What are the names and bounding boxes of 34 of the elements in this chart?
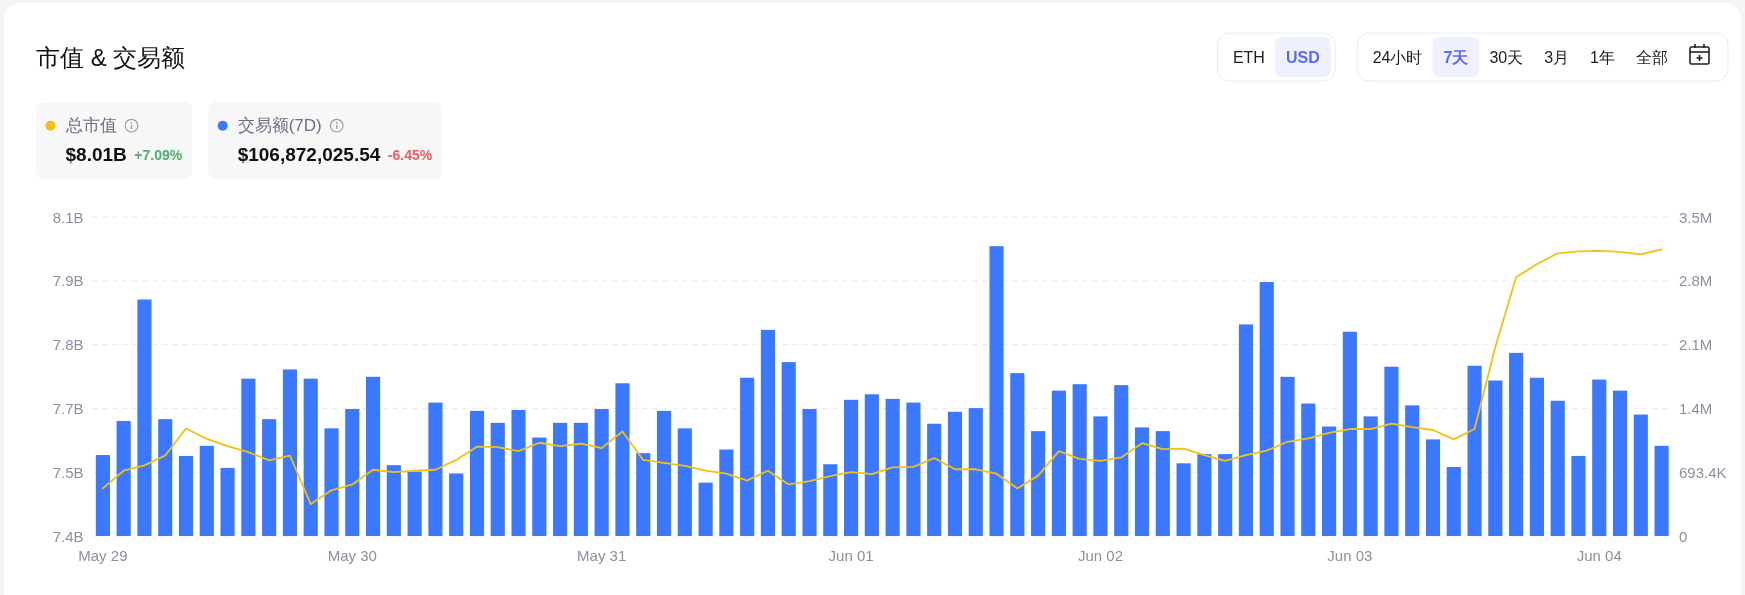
control: 7天	[1432, 37, 1480, 77]
y-tick-label: 7.7B	[52, 399, 84, 417]
y-tick-label: 7.5B	[52, 463, 84, 481]
legend-label: 总市值	[65, 116, 117, 136]
control: 24小时	[1372, 48, 1423, 66]
control: ETH	[1232, 48, 1265, 66]
x-tick-label: May 31	[577, 546, 627, 564]
x-tick-label: Jun 02	[1077, 546, 1123, 564]
y-tick-label: 7.8B	[52, 336, 84, 354]
annotation: +7.09%	[134, 147, 183, 163]
annotation: -6.45%	[387, 147, 433, 163]
y2-tick-label: 2.8M	[1679, 272, 1713, 290]
control: 3月	[1544, 48, 1570, 66]
y2-tick-label: 3.5M	[1679, 208, 1713, 226]
x-tick-label: Jun 03	[1327, 546, 1373, 564]
x-tick-label: May 29	[78, 546, 128, 564]
y2-tick-label: 1.4M	[1679, 399, 1713, 417]
x-tick-label: Jun 01	[828, 546, 874, 564]
annotation: $106,872,025.54	[237, 143, 381, 165]
x-tick-label: Jun 04	[1576, 546, 1622, 564]
y2-tick-label: 0	[1679, 527, 1688, 545]
annotation: $8.01B	[65, 143, 127, 165]
y2-tick-label: 2.1M	[1679, 336, 1713, 354]
y2-tick-label: 693.4K	[1679, 463, 1727, 481]
y-tick-label: 7.9B	[52, 272, 84, 290]
x-tick-label: May 30	[327, 546, 377, 564]
y-tick-label: 8.1B	[52, 208, 84, 226]
control: 全部	[1636, 48, 1668, 66]
title: 市值 & 交易额	[36, 43, 186, 71]
control: 1年	[1590, 48, 1615, 66]
control: USD	[1274, 37, 1331, 77]
y-tick-label: 7.4B	[52, 527, 84, 545]
control: 30天	[1489, 48, 1524, 66]
legend-label: 交易额(7D)	[237, 116, 322, 136]
